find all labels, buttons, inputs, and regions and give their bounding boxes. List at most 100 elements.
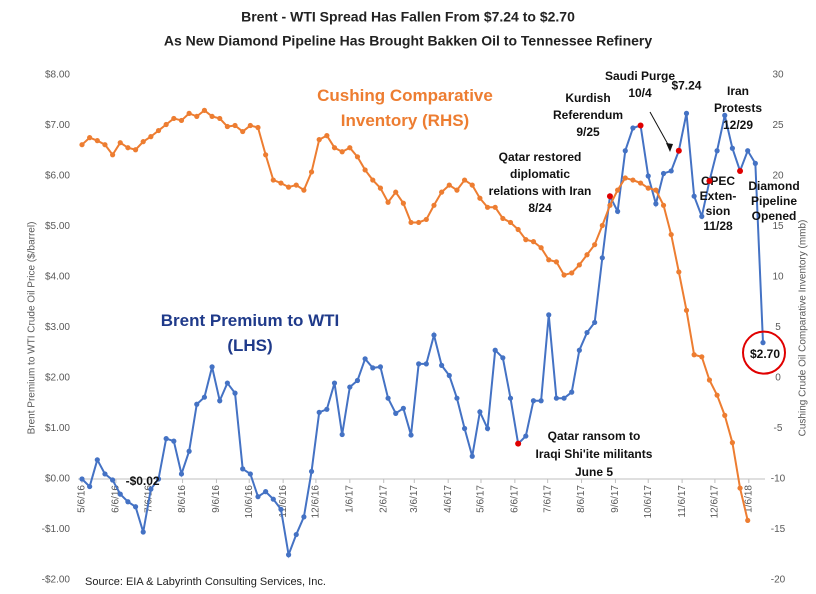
series-point (439, 362, 445, 368)
y-tick-label: $0.00 (45, 474, 70, 485)
series-point (393, 410, 399, 416)
series-point (331, 380, 338, 386)
x-tick-label: 9/6/17 (610, 485, 621, 513)
series-point (232, 390, 238, 396)
series-point (569, 389, 575, 395)
series-point (523, 237, 529, 243)
chart-subtitle: As New Diamond Pipeline Has Brought Bakk… (164, 33, 653, 49)
series-point (217, 115, 223, 122)
series-point (561, 272, 567, 278)
series-point (316, 409, 322, 415)
series-point (722, 112, 728, 118)
annotation-text: Protests (714, 101, 762, 115)
series-point (125, 499, 131, 505)
series-point (209, 113, 215, 120)
y2-tick-label: 5 (775, 322, 781, 333)
series-point (132, 147, 139, 153)
highlight-circle (742, 330, 786, 375)
series-point (217, 398, 223, 404)
x-tick-label: 3/6/17 (409, 485, 420, 513)
series-point (699, 354, 705, 360)
series-point (507, 219, 514, 226)
x-tick-label: 12/6/17 (710, 485, 721, 519)
series-point (668, 168, 674, 174)
series-point (416, 361, 422, 367)
series-point (148, 134, 154, 140)
value-label: -$0.02 (126, 474, 160, 488)
y2-axis-title: Cushing Crude Oil Comparative Inventory … (798, 220, 809, 437)
series-point (592, 242, 598, 248)
y2-tick-label: -5 (774, 423, 783, 434)
series-point (240, 466, 246, 472)
series-point (377, 185, 384, 191)
series-point (676, 269, 682, 275)
series-line (81, 113, 764, 559)
x-tick-label: 5/6/17 (476, 485, 487, 513)
series-point (737, 485, 743, 491)
series-point (362, 356, 368, 362)
source-note: Source: EIA & Labyrinth Consulting Servi… (85, 576, 326, 588)
y-tick-label: $5.00 (45, 221, 70, 232)
series-point (324, 133, 330, 139)
series-point (301, 514, 307, 520)
y2-tick-label: 20 (772, 171, 784, 182)
series-point (706, 377, 713, 383)
annotation-text: Pipeline (751, 194, 797, 208)
series-point (729, 145, 735, 151)
series-point (469, 182, 475, 188)
series-point (461, 425, 468, 432)
series-line (81, 109, 749, 521)
series-point (324, 406, 330, 412)
series-point (263, 489, 269, 495)
series-point (194, 401, 200, 407)
x-tick-label: 1/6/18 (743, 485, 754, 513)
annotation-text: June 5 (575, 465, 613, 479)
x-tick-label: 8/6/16 (177, 485, 188, 513)
series-point (615, 208, 621, 214)
series-point (194, 113, 200, 120)
y2-tick-label: -15 (771, 524, 786, 535)
series-point (477, 195, 483, 201)
series-point (660, 202, 667, 208)
series-point (148, 486, 154, 492)
y2-tick-label: 30 (772, 70, 784, 81)
series-point (293, 182, 299, 188)
series-point (285, 184, 292, 190)
series-point (110, 152, 116, 158)
series-point (538, 245, 544, 251)
series-point (385, 199, 391, 205)
series-point (760, 340, 766, 346)
x-tick-label: 6/6/16 (111, 485, 122, 513)
series-point (576, 262, 582, 268)
series-point (178, 471, 185, 477)
x-tick-label: 11/6/16 (278, 485, 289, 518)
series-point (745, 148, 751, 154)
y-tick-label: -$1.00 (42, 524, 71, 535)
series-point (599, 222, 605, 229)
series-point (270, 177, 276, 183)
annotation-text: Saudi Purge (605, 69, 675, 83)
series-point (163, 436, 169, 442)
y2-tick-label: -10 (771, 474, 786, 485)
series-point (347, 145, 353, 151)
value-label: $7.24 (671, 79, 701, 93)
series-point (354, 154, 361, 160)
series-point (370, 177, 376, 183)
series-point (530, 398, 537, 404)
series-point (645, 185, 651, 191)
annotation-text: diplomatic (510, 167, 570, 181)
series-point (622, 175, 628, 181)
series-point (308, 468, 315, 475)
series-point (530, 239, 537, 245)
annotation-point (737, 167, 744, 174)
x-tick-label: 6/6/17 (510, 485, 521, 513)
series-point (454, 395, 460, 401)
series-point (645, 173, 651, 179)
series-point (576, 347, 582, 353)
series-point (592, 319, 598, 326)
series-point (339, 149, 345, 155)
y2-tick-label: 25 (772, 120, 784, 131)
series-point (247, 122, 253, 129)
